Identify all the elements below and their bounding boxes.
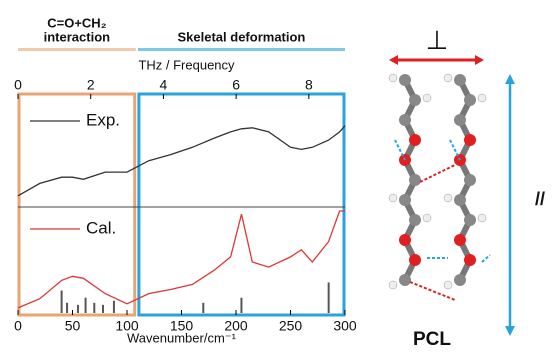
parallel-label: // xyxy=(535,189,545,209)
region-bar xyxy=(138,48,345,51)
region-label: Skeletal deformation xyxy=(178,29,306,44)
series-line xyxy=(18,126,345,196)
molecule-diagram xyxy=(389,55,515,336)
series-line xyxy=(18,211,345,308)
x2-tick-label: 2 xyxy=(87,77,95,93)
x2-tick-label: 8 xyxy=(305,77,313,93)
region-label: interaction xyxy=(44,29,111,44)
x-tick-label: 300 xyxy=(333,318,357,334)
x-axis-label: Wavenumber/cm⁻¹ xyxy=(127,330,237,345)
x2-tick-label: 4 xyxy=(160,77,168,93)
legend-label: Cal. xyxy=(86,218,116,237)
structure-name: PCL xyxy=(413,329,451,350)
x2-tick-label: 0 xyxy=(14,77,22,93)
x-tick-label: 250 xyxy=(279,318,303,334)
region-box xyxy=(139,94,344,315)
region-label: C=O+CH₂ xyxy=(47,15,106,30)
figure: C=O+CH₂interaction Skeletal deformation 0 5… xyxy=(0,0,553,356)
x-tick-label: 50 xyxy=(65,318,81,334)
perpendicular-label: ⊥ xyxy=(426,25,449,55)
x-tick-label: 0 xyxy=(14,318,22,334)
legend-label: Exp. xyxy=(86,110,120,129)
x2-tick-label: 6 xyxy=(232,77,240,93)
x2-axis-label: THz / Frequency xyxy=(138,57,235,72)
region-bar xyxy=(18,48,136,51)
